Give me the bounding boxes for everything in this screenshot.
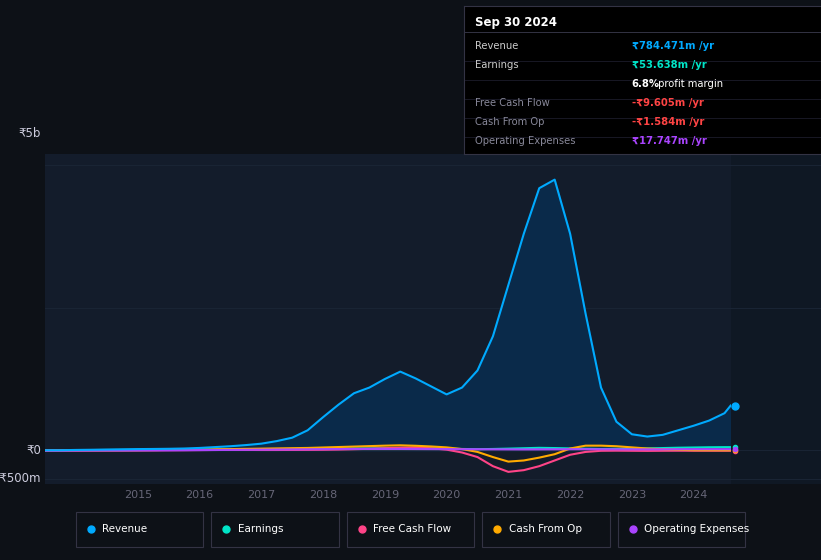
Text: Sep 30 2024: Sep 30 2024 bbox=[475, 16, 557, 29]
Text: Operating Expenses: Operating Expenses bbox=[475, 137, 575, 146]
Text: Earnings: Earnings bbox=[238, 524, 283, 534]
FancyBboxPatch shape bbox=[482, 512, 609, 547]
Text: Free Cash Flow: Free Cash Flow bbox=[373, 524, 452, 534]
Text: ₹53.638m /yr: ₹53.638m /yr bbox=[631, 60, 706, 70]
Text: Operating Expenses: Operating Expenses bbox=[644, 524, 750, 534]
Text: -₹500m: -₹500m bbox=[0, 472, 41, 485]
Text: ₹784.471m /yr: ₹784.471m /yr bbox=[631, 41, 713, 50]
Text: Earnings: Earnings bbox=[475, 60, 518, 70]
Text: -₹9.605m /yr: -₹9.605m /yr bbox=[631, 98, 704, 108]
Text: Cash From Op: Cash From Op bbox=[475, 117, 544, 127]
Text: profit margin: profit margin bbox=[655, 80, 723, 89]
Text: Cash From Op: Cash From Op bbox=[509, 524, 581, 534]
Text: ₹0: ₹0 bbox=[26, 444, 41, 457]
FancyBboxPatch shape bbox=[76, 512, 203, 547]
FancyBboxPatch shape bbox=[212, 512, 338, 547]
Text: Revenue: Revenue bbox=[475, 41, 518, 50]
Text: ₹5b: ₹5b bbox=[19, 127, 41, 140]
FancyBboxPatch shape bbox=[347, 512, 475, 547]
Text: ₹17.747m /yr: ₹17.747m /yr bbox=[631, 137, 707, 146]
FancyBboxPatch shape bbox=[617, 512, 745, 547]
Text: Revenue: Revenue bbox=[102, 524, 147, 534]
Text: 6.8%: 6.8% bbox=[631, 80, 660, 89]
Text: -₹1.584m /yr: -₹1.584m /yr bbox=[631, 117, 704, 127]
Text: Free Cash Flow: Free Cash Flow bbox=[475, 98, 549, 108]
